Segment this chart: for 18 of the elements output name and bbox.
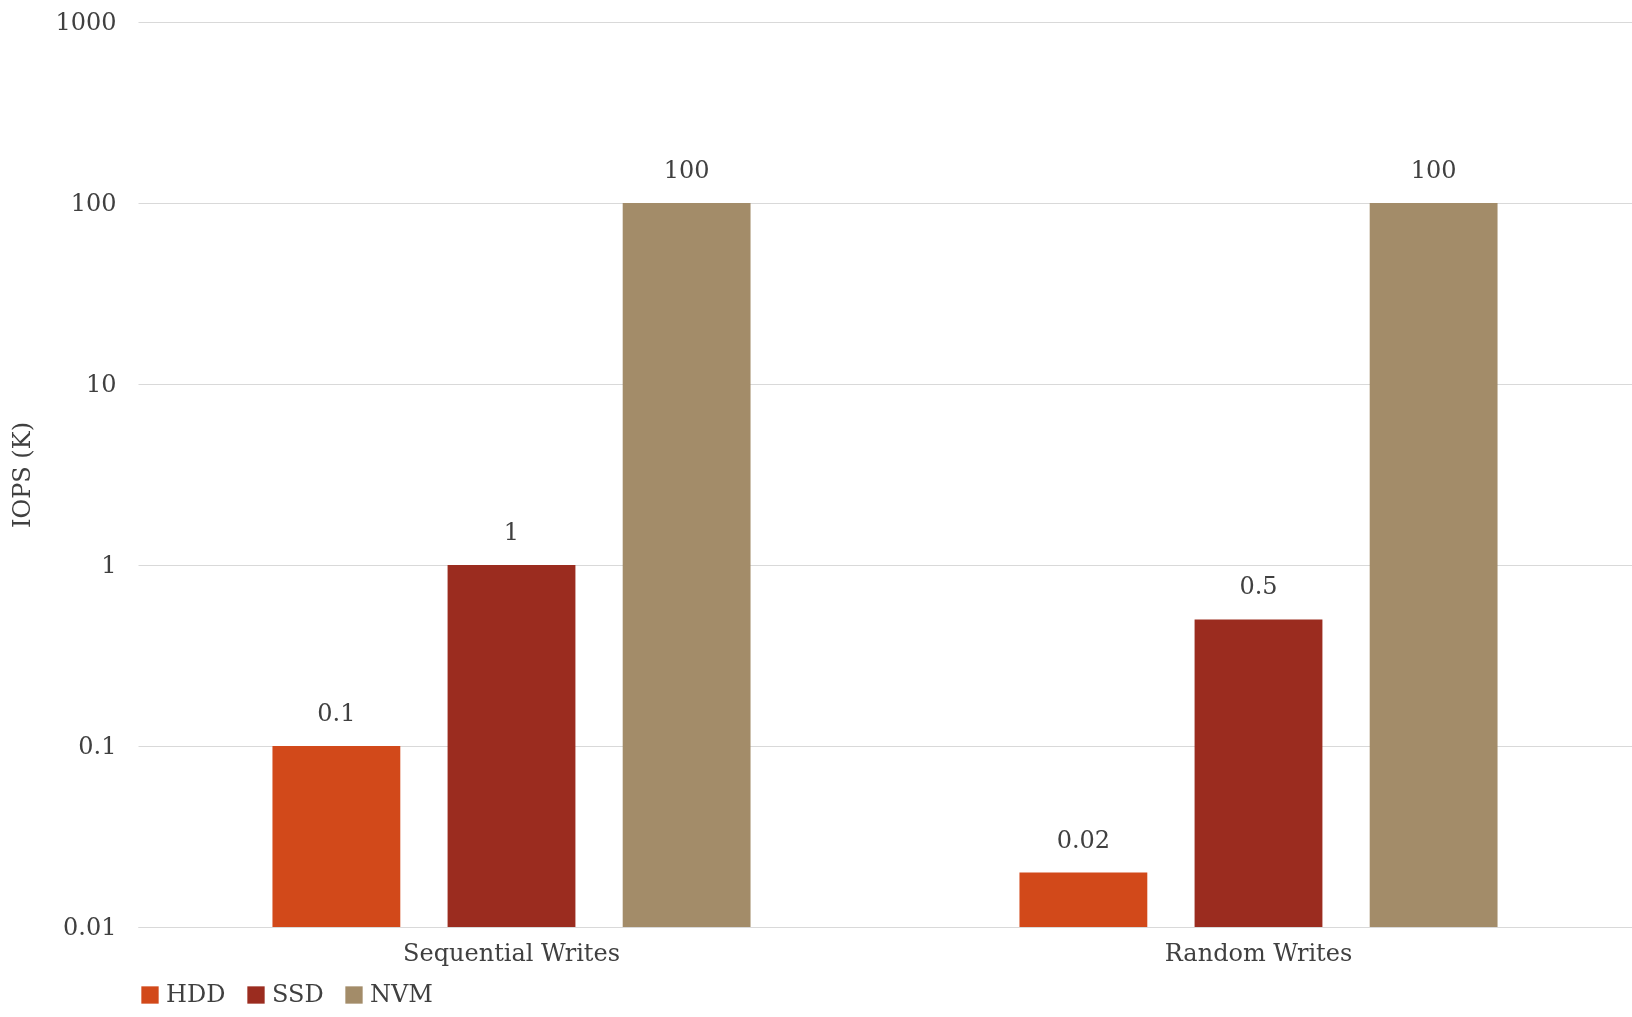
y-tick-label: 0.01 [63,912,117,941]
data-label: 100 [1410,156,1457,184]
x-tick-label: Sequential Writes [403,938,620,967]
legend-label: HDD [166,980,226,1008]
y-tick-label: 0.1 [78,731,117,760]
y-tick-label: 100 [70,188,117,217]
legend-label: SSD [272,980,324,1008]
legend-label: NVM [370,980,433,1008]
x-tick-label: Random Writes [1164,938,1353,967]
data-label: 0.02 [1056,825,1111,854]
data-label: 1 [503,518,520,546]
y-tick-label: 1000 [55,7,117,36]
data-label: 0.5 [1239,572,1278,601]
y-tick-label: 1 [101,550,117,579]
y-tick-label: 10 [85,369,117,398]
data-label: 100 [663,156,710,184]
data-label: 0.1 [317,699,356,727]
y-axis-title: IOPS (K) [8,421,37,529]
